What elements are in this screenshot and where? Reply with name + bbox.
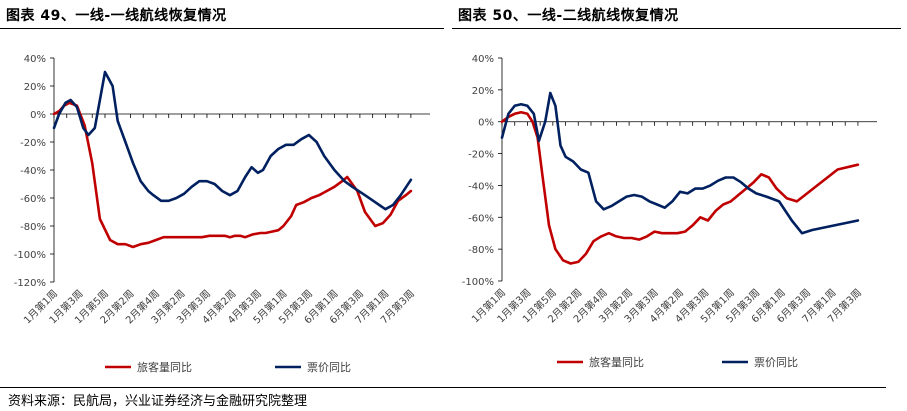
series-line-passenger <box>52 101 413 249</box>
title-rule <box>0 28 444 29</box>
y-tick-label: -40% <box>468 181 494 192</box>
y-tick-label: 0% <box>478 118 494 129</box>
series-line-fare <box>52 70 413 211</box>
chart-title: 图表 50、一线-二线航线恢复情况 <box>458 8 679 24</box>
chart-panel-left: 图表 49、一线-一线航线恢复情况 40% 20% 0% -20% -40% -60% -8… <box>0 0 450 378</box>
legend-label: 票价同比 <box>307 361 351 374</box>
y-tick-label: -120% <box>14 278 46 289</box>
y-tick-label: 40% <box>24 54 46 65</box>
y-tick-label: -60% <box>468 213 494 224</box>
chart-title: 图表 49、一线-一线航线恢复情况 <box>6 8 227 24</box>
legend-label: 旅客量同比 <box>137 360 192 374</box>
series-line-passenger <box>500 110 860 265</box>
y-tick-label: -60% <box>20 194 46 205</box>
y-tick-label: -100% <box>462 277 494 288</box>
y-tick-label: 40% <box>472 54 494 65</box>
y-tick-label: 0% <box>30 110 46 121</box>
chart-panel-right: 图表 50、一线-二线航线恢复情况 40% 20% 0% -20% -40% -60% -8… <box>452 0 907 378</box>
y-tick-label: -20% <box>20 138 46 149</box>
source-note: 资料来源：民航局，兴业证券经济与金融研究院整理 <box>8 394 308 409</box>
y-tick-label: -20% <box>468 150 494 161</box>
title-rule <box>452 28 901 29</box>
y-tick-label: -80% <box>468 245 494 256</box>
series-line-fare <box>500 91 860 235</box>
y-tick-label: -100% <box>14 250 46 261</box>
footer-rule <box>0 387 886 388</box>
legend-label: 旅客量同比 <box>589 355 644 369</box>
y-tick-label: -80% <box>20 222 46 233</box>
chart-left-svg: 40%20%0%-20%-40%-60%-80%-100%-120%1月第1周1… <box>14 54 430 374</box>
y-tick-label: 20% <box>472 86 494 97</box>
chart-right-svg: 40%20%0%-20%-40%-60%-80%-100%1月第1周1月第3周1… <box>462 54 877 369</box>
legend-label: 票价同比 <box>754 356 798 369</box>
y-tick-label: 20% <box>24 82 46 93</box>
y-tick-label: -40% <box>20 166 46 177</box>
